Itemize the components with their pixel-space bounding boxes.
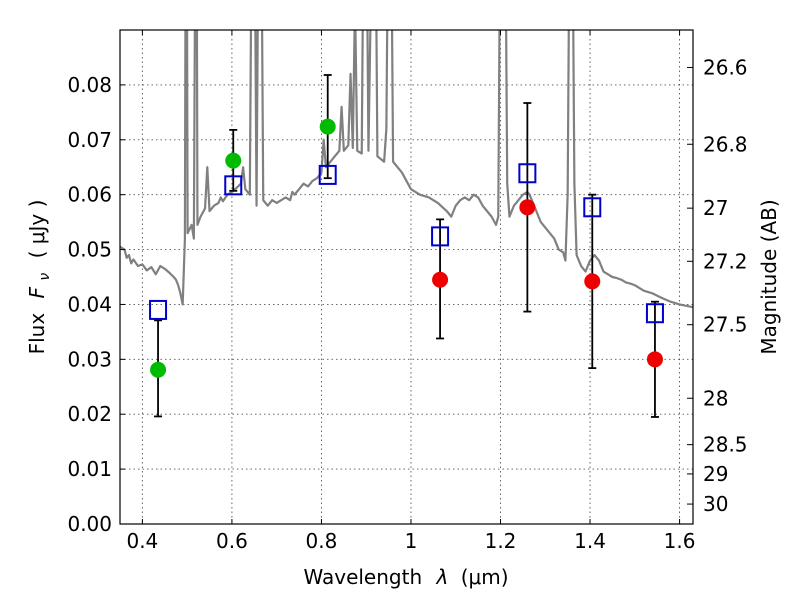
y-axis-title: Flux F ν ( μJy )	[25, 200, 54, 355]
x-tick-label: 1.4	[574, 529, 606, 553]
x-tick-label: 0.8	[306, 529, 338, 553]
mag-tick-label: 27	[703, 196, 728, 220]
mag-tick-label: 27.5	[703, 313, 748, 337]
x-axis-title-symbol: λ	[436, 565, 449, 589]
y-tick-label: 0.05	[67, 238, 112, 262]
sed-layer	[120, 30, 693, 309]
sed-spectrum-line	[120, 30, 693, 309]
data-point	[319, 118, 336, 135]
data-point	[225, 152, 242, 169]
y-tick-label: 0.01	[67, 457, 112, 481]
x-tick-label: 1	[405, 529, 418, 553]
model-photometry-point	[645, 303, 664, 324]
y2-axis-title: Magnitude (AB)	[757, 199, 781, 354]
markers	[149, 118, 664, 378]
x-tick-label: 0.4	[126, 529, 158, 553]
y-tick-label: 0.06	[67, 183, 112, 207]
x-tick-label: 1.2	[485, 529, 517, 553]
grid	[120, 30, 693, 525]
model-photometry-point	[224, 175, 243, 196]
model-photometry-point	[149, 299, 168, 320]
y2-axis-title-group: Magnitude (AB)	[757, 199, 781, 354]
y-axis-title-group: Flux F ν ( μJy )	[25, 200, 54, 355]
x-axis-title-unit: (μm)	[461, 565, 509, 589]
model-photometry-point	[518, 163, 537, 184]
model-photometry-point	[583, 197, 602, 218]
data-point	[150, 361, 167, 378]
y-tick-label: 0.07	[67, 128, 112, 152]
y-tick-label: 0.03	[67, 347, 112, 371]
axes-frame	[119, 29, 694, 525]
x-axis-title-prefix: Wavelength	[303, 565, 422, 589]
error-bars	[154, 74, 659, 418]
y-axis-title-symbol: F	[25, 286, 49, 298]
y-tick-label: 0.08	[67, 73, 112, 97]
x-tick-label: 0.6	[216, 529, 248, 553]
data-point	[519, 199, 536, 216]
mag-tick-label: 29	[703, 462, 728, 486]
mag-tick-label: 28.5	[703, 433, 748, 457]
mag-tick-label: 26.6	[703, 55, 748, 79]
mag-tick-label: 27.2	[703, 249, 748, 273]
data-point	[432, 271, 449, 288]
ticks: 0.4 0.6 0.8 1 1.2 1.4 1.6 0.00 0.01 0.02 0.03 0.04 0…	[67, 30, 748, 553]
data-point	[646, 351, 663, 368]
y-axis-title-unit: ( μJy )	[25, 200, 49, 259]
y-tick-label: 0.02	[67, 402, 112, 426]
y-axis-title-subscript: ν	[37, 273, 53, 281]
model-photometry-point	[431, 226, 450, 247]
model-photometry-point	[318, 164, 337, 185]
x-tick-label: 1.6	[664, 529, 696, 553]
y-axis-title-prefix: Flux	[25, 313, 49, 355]
mag-tick-label: 28	[703, 386, 728, 410]
data-point	[584, 273, 601, 290]
y-tick-label: 0.00	[67, 512, 112, 536]
mag-tick-label: 30	[703, 492, 728, 516]
y-tick-label: 0.04	[67, 292, 112, 316]
x-axis-title: Wavelength λ (μm)	[303, 565, 508, 589]
mag-tick-label: 26.8	[703, 132, 748, 156]
